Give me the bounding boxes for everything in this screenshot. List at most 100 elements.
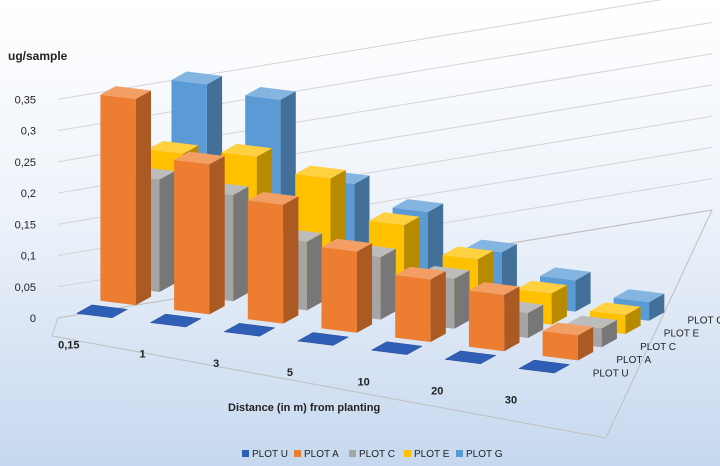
legend-item-plot-u: PLOT U [242,449,288,460]
x-axis-label: Distance (in m) from planting [228,402,380,414]
bar-top-face [221,143,273,157]
bar-front-face [321,247,357,333]
series-depth-label: PLOT G [688,316,720,327]
y-tick-label: 0 [30,313,36,325]
legend-item-plot-e: PLOT E [404,449,450,460]
bar-top-face [247,192,299,205]
bar-side-face [528,304,544,338]
y-tick-label: 0,35 [15,94,36,106]
bar-plot-a-0 [100,86,151,306]
y-tick-label: 0,15 [15,219,36,231]
bar-front-face [395,275,431,342]
bar-top-face [147,141,199,154]
bar-plot-a-5 [468,282,520,352]
legend-item-plot-a: PLOT A [294,449,339,460]
bar-side-face [551,285,567,325]
bar-front-face [542,331,578,361]
bar-side-face [504,286,520,352]
bar-plot-u-0 [75,304,129,319]
x-tick-label: 20 [431,386,443,398]
bar-top-face [368,212,420,226]
bar-plot-a-2 [247,192,299,324]
bar-side-face [575,271,591,312]
y-tick-label: 0,3 [21,126,36,138]
legend-label: PLOT C [359,449,395,460]
legend-label: PLOT G [466,449,503,460]
bar-top-face [442,246,494,260]
bar-plot-u-3 [297,332,350,346]
bar-top-face [149,313,202,328]
bar-top-face [542,322,594,336]
bar-side-face [430,271,446,342]
y-tick-label: 0,1 [21,251,36,263]
legend-swatch [404,450,411,457]
bar-plot-u-6 [518,359,571,374]
series-depth-label: PLOT C [640,342,676,353]
bar-front-face [247,200,284,324]
bar-plot-a-1 [174,151,225,315]
bar-top-face [590,302,641,316]
bar-side-face [356,243,373,333]
bar-plot-u-5 [444,350,497,365]
bar-top-face [321,238,373,252]
bar-plot-u-1 [149,313,202,328]
bar-top-face [100,86,151,99]
bar-top-face [518,359,571,374]
legend-item-plot-g: PLOT G [456,449,503,460]
bar-top-face [444,350,497,365]
legend-label: PLOT E [414,449,450,460]
bar-side-face [233,186,249,302]
bar-side-face [283,196,299,324]
y-tick-label: 0,25 [15,157,36,169]
legend-swatch [294,450,301,457]
gridline [57,0,663,100]
bar-side-face [601,320,617,348]
bar-top-face [370,341,423,355]
bar-plot-u-2 [223,323,276,337]
bar-top-face [540,267,591,281]
gridline [57,22,713,131]
bar-top-face [395,266,446,280]
bar-top-face [468,282,520,295]
bar-front-face [174,160,210,315]
bar-side-face [578,327,594,361]
bar-top-face [171,71,223,85]
bar-plot-a-3 [321,238,373,333]
series-depth-label: PLOT E [664,329,700,340]
bar-front-face [468,290,505,352]
bar-side-face [135,90,151,306]
bar-plot-u-4 [370,341,423,355]
series-depth-label: PLOT A [616,355,651,366]
legend-label: PLOT U [252,449,288,460]
bar-top-face [392,199,444,212]
bar-side-face [649,293,665,321]
x-tick-label: 10 [357,376,369,388]
x-tick-label: 1 [139,349,145,361]
legend-label: PLOT A [304,449,339,460]
x-tick-label: 30 [505,395,517,407]
bar-side-face [209,156,225,315]
bar-top-face [613,289,665,303]
bar-side-face [306,233,323,311]
bar-side-face [380,248,396,320]
bar-side-face [454,270,470,329]
bar-plot-a-6 [542,322,594,361]
series-depth-label: PLOT U [593,368,629,379]
bar-top-face [295,165,346,179]
bar-top-face [245,87,296,100]
x-tick-label: 5 [287,367,293,379]
y-axis-label: ug/sample [8,49,68,63]
bar-plot-a-4 [395,266,446,342]
legend-swatch [349,450,356,457]
bar-side-face [159,171,175,292]
legend-swatch [242,450,249,457]
bar-top-face [297,332,350,346]
y-tick-label: 0,05 [15,282,36,294]
bar-top-face [223,323,276,337]
bar-top-face [516,280,567,294]
bar-top-face [174,151,225,165]
legend-swatch [456,450,463,457]
bar-top-face [75,304,129,319]
